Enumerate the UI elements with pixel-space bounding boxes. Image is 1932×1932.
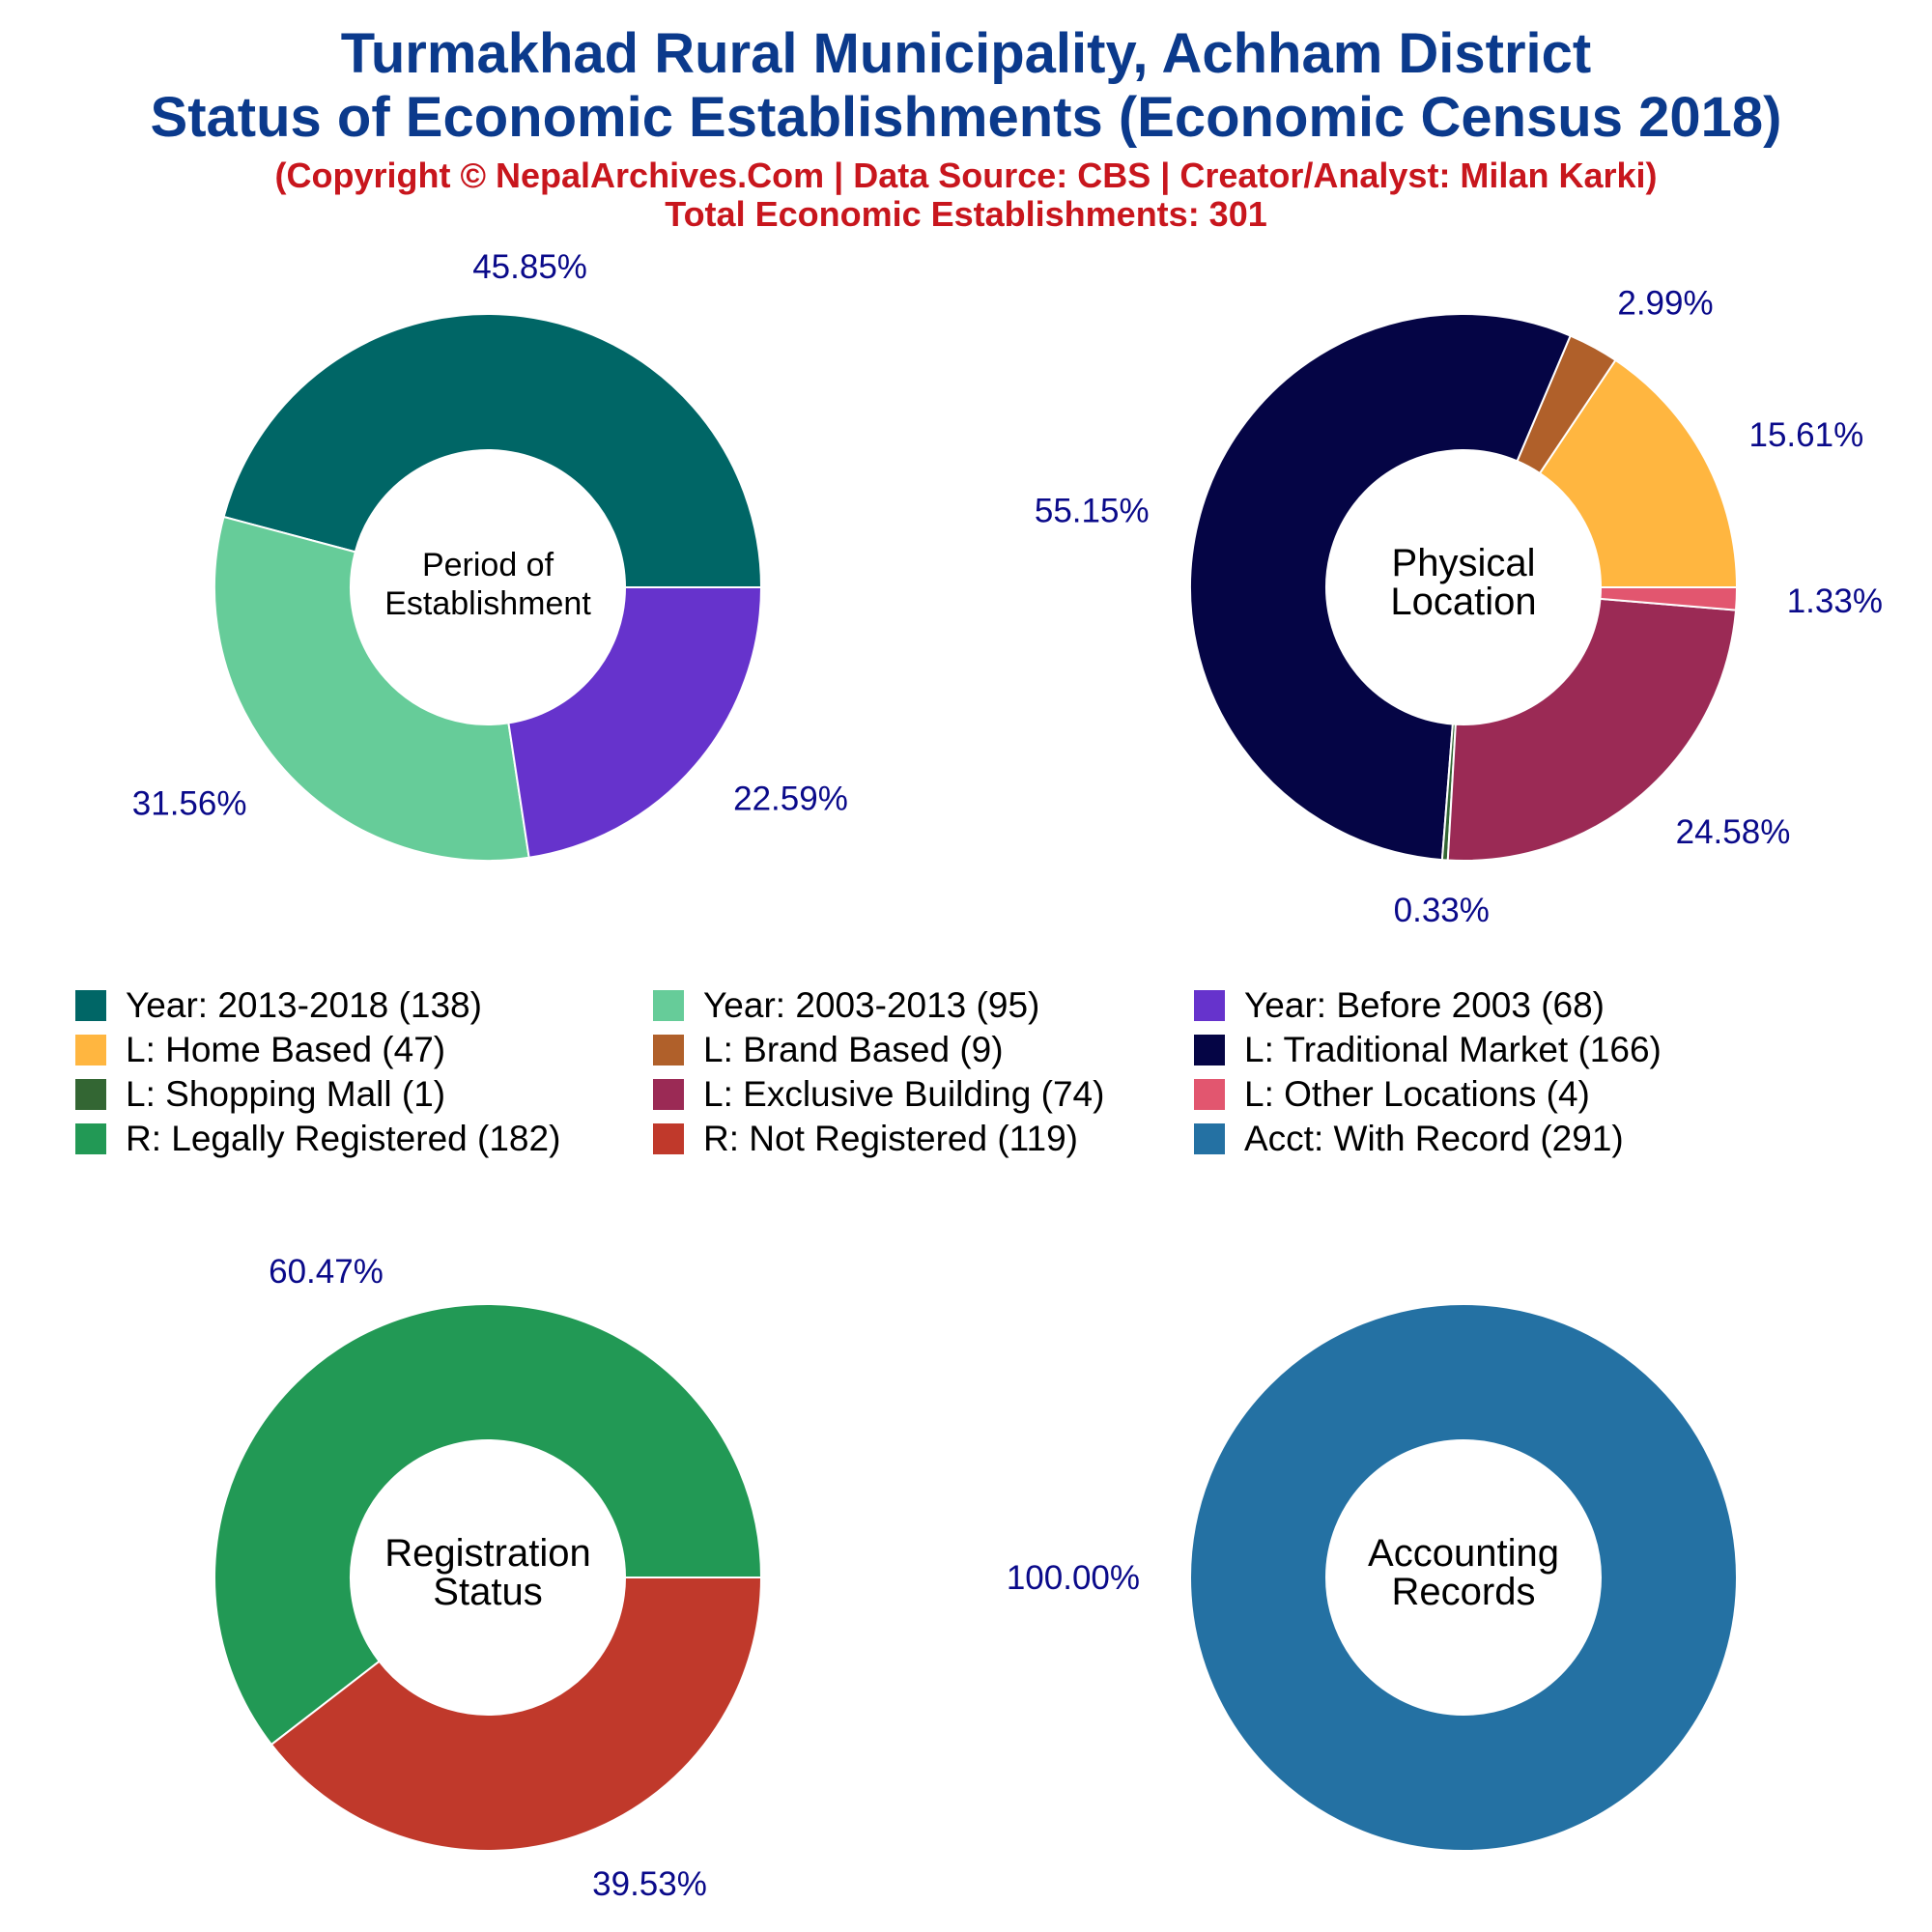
chart-subtitle-total: Total Economic Establishments: 301 bbox=[665, 194, 1267, 234]
legend-item: Year: 2013-2018 (138) bbox=[75, 985, 482, 1026]
legend-item: R: Not Registered (119) bbox=[653, 1119, 1078, 1159]
legend-swatch bbox=[653, 1123, 684, 1154]
slice-percent-label: 60.47% bbox=[269, 1253, 384, 1291]
legend-item: L: Brand Based (9) bbox=[653, 1030, 1004, 1070]
slice-year-before-2003 bbox=[507, 586, 763, 859]
chart-subtitle-copyright: (Copyright © NepalArchives.Com | Data So… bbox=[274, 156, 1658, 195]
legend-swatch bbox=[75, 990, 106, 1021]
legend-item: Year: 2003-2013 (95) bbox=[653, 985, 1039, 1026]
slice-year-2013-2018 bbox=[222, 313, 763, 588]
slice-l-other-locations bbox=[1599, 586, 1739, 611]
legend-swatch bbox=[653, 1035, 684, 1065]
donut-center-label: Accounting bbox=[1368, 1532, 1559, 1575]
legend-label: Acct: With Record (291) bbox=[1244, 1119, 1624, 1158]
legend-item: L: Exclusive Building (74) bbox=[653, 1074, 1104, 1115]
slice-l-home-based bbox=[1538, 358, 1739, 588]
legend-label: L: Home Based (47) bbox=[126, 1030, 446, 1069]
slice-percent-label: 0.33% bbox=[1394, 892, 1490, 929]
slice-percent-label: 24.58% bbox=[1676, 813, 1791, 851]
slice-l-traditional-market bbox=[1189, 313, 1572, 862]
slice-r-not-registered bbox=[270, 1577, 763, 1852]
slice-percent-label: 55.15% bbox=[1035, 492, 1150, 529]
legend-item: L: Shopping Mall (1) bbox=[75, 1074, 445, 1115]
legend-swatch bbox=[1194, 1035, 1225, 1065]
legend-item: Acct: With Record (291) bbox=[1194, 1119, 1624, 1159]
legend-swatch bbox=[1194, 1123, 1225, 1154]
legend-swatch bbox=[653, 990, 684, 1021]
legend-swatch bbox=[653, 1079, 684, 1110]
legend-item: R: Legally Registered (182) bbox=[75, 1119, 560, 1159]
legend-swatch bbox=[1194, 1079, 1225, 1110]
legend-label: Year: Before 2003 (68) bbox=[1244, 985, 1605, 1025]
donut-center-label: Physical bbox=[1392, 542, 1536, 584]
legend-label: R: Legally Registered (182) bbox=[126, 1119, 561, 1158]
slice-percent-label: 2.99% bbox=[1617, 284, 1713, 322]
slice-percent-label: 1.33% bbox=[1787, 582, 1883, 620]
legend-swatch bbox=[1194, 990, 1225, 1021]
donut-center-label: Status bbox=[433, 1571, 542, 1613]
legend-label: L: Brand Based (9) bbox=[703, 1030, 1004, 1069]
legend-item: L: Home Based (47) bbox=[75, 1030, 445, 1070]
slice-l-exclusive-building bbox=[1446, 597, 1738, 862]
donut-chart-2: 15.61% 2.99% 55.15% 0.33% 24.58% 1.33% Physica… bbox=[1035, 284, 1883, 929]
legend-label: Year: 2003-2013 (95) bbox=[703, 985, 1040, 1025]
legend-label: Year: 2013-2018 (138) bbox=[126, 985, 482, 1025]
chart-title-line2: Status of Economic Establishments (Econo… bbox=[150, 86, 1782, 149]
legend-label: L: Other Locations (4) bbox=[1244, 1074, 1590, 1114]
donut-center-label: Registration bbox=[384, 1532, 590, 1575]
slice-acct-with-record bbox=[1188, 1303, 1739, 1852]
slice-percent-label: 100.00% bbox=[1007, 1559, 1140, 1597]
donut-center-label: Period of bbox=[422, 547, 554, 583]
slice-percent-label: 31.56% bbox=[132, 785, 247, 823]
donut-center-label: Establishment bbox=[384, 585, 591, 622]
slice-percent-label: 39.53% bbox=[592, 1865, 707, 1903]
legend-item: Year: Before 2003 (68) bbox=[1194, 985, 1605, 1026]
slice-r-legally-registered bbox=[213, 1303, 763, 1747]
legend-swatch bbox=[75, 1079, 106, 1110]
legend-label: L: Traditional Market (166) bbox=[1244, 1030, 1662, 1069]
slice-percent-label: 15.61% bbox=[1748, 416, 1863, 454]
slice-percent-label: 22.59% bbox=[733, 780, 848, 817]
slice-year-2003-2013 bbox=[213, 515, 530, 862]
donut-center-label: Location bbox=[1390, 581, 1536, 623]
legend-item: L: Traditional Market (166) bbox=[1194, 1030, 1662, 1070]
legend-label: L: Shopping Mall (1) bbox=[126, 1074, 446, 1114]
legend-swatch bbox=[75, 1123, 106, 1154]
slice-percent-label: 45.85% bbox=[472, 248, 587, 286]
legend-label: R: Not Registered (119) bbox=[703, 1119, 1078, 1158]
donut-center-label: Records bbox=[1392, 1571, 1536, 1613]
legend-label: L: Exclusive Building (74) bbox=[703, 1074, 1105, 1114]
legend-swatch bbox=[75, 1035, 106, 1065]
chart-title-line1: Turmakhad Rural Municipality, Achham Dis… bbox=[340, 22, 1592, 85]
legend-item: L: Other Locations (4) bbox=[1194, 1074, 1590, 1115]
